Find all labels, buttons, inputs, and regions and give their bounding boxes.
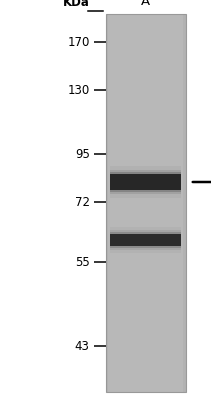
Text: 130: 130 — [68, 84, 90, 96]
Text: 95: 95 — [75, 148, 90, 160]
Text: 72: 72 — [75, 196, 90, 208]
Bar — [110, 230, 181, 250]
Bar — [110, 234, 181, 246]
Bar — [110, 232, 181, 248]
Bar — [110, 174, 181, 190]
Bar — [183, 14, 186, 392]
Bar — [110, 170, 181, 194]
Bar — [106, 14, 108, 392]
Bar — [106, 14, 186, 392]
Text: 55: 55 — [75, 256, 90, 268]
Text: A: A — [141, 0, 150, 8]
Bar — [110, 227, 181, 253]
Text: 43: 43 — [75, 340, 90, 352]
Bar — [110, 166, 181, 198]
Text: KDa: KDa — [63, 0, 90, 9]
Text: 170: 170 — [67, 36, 90, 48]
Bar — [110, 172, 181, 192]
